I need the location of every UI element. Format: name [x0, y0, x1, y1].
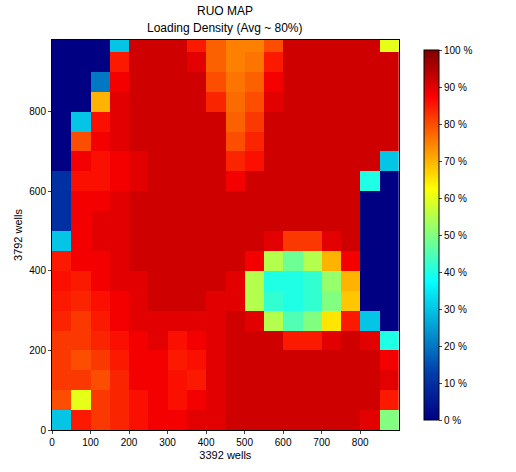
- svg-text:Loading Density (Avg ~ 80%): Loading Density (Avg ~ 80%): [147, 21, 303, 35]
- svg-text:60 %: 60 %: [444, 193, 467, 204]
- svg-text:0 %: 0 %: [444, 415, 461, 426]
- svg-text:30 %: 30 %: [444, 304, 467, 315]
- svg-text:0: 0: [49, 437, 55, 448]
- svg-text:3392 wells: 3392 wells: [199, 449, 251, 461]
- svg-text:3792 wells: 3792 wells: [12, 209, 24, 261]
- svg-text:300: 300: [159, 437, 176, 448]
- svg-text:50 %: 50 %: [444, 230, 467, 241]
- svg-text:800: 800: [352, 437, 369, 448]
- svg-text:10 %: 10 %: [444, 378, 467, 389]
- svg-text:600: 600: [275, 437, 292, 448]
- svg-text:700: 700: [313, 437, 330, 448]
- svg-text:RUO MAP: RUO MAP: [197, 4, 253, 18]
- svg-text:0: 0: [40, 425, 46, 436]
- svg-text:400: 400: [198, 437, 215, 448]
- svg-text:40 %: 40 %: [444, 267, 467, 278]
- svg-text:600: 600: [29, 186, 46, 197]
- svg-text:100 %: 100 %: [444, 45, 472, 56]
- svg-text:200: 200: [121, 437, 138, 448]
- svg-text:100: 100: [82, 437, 99, 448]
- svg-text:200: 200: [29, 345, 46, 356]
- svg-text:400: 400: [29, 265, 46, 276]
- svg-text:80 %: 80 %: [444, 119, 467, 130]
- svg-text:90 %: 90 %: [444, 82, 467, 93]
- svg-text:500: 500: [236, 437, 253, 448]
- svg-text:70 %: 70 %: [444, 156, 467, 167]
- svg-text:800: 800: [29, 106, 46, 117]
- svg-text:20 %: 20 %: [444, 341, 467, 352]
